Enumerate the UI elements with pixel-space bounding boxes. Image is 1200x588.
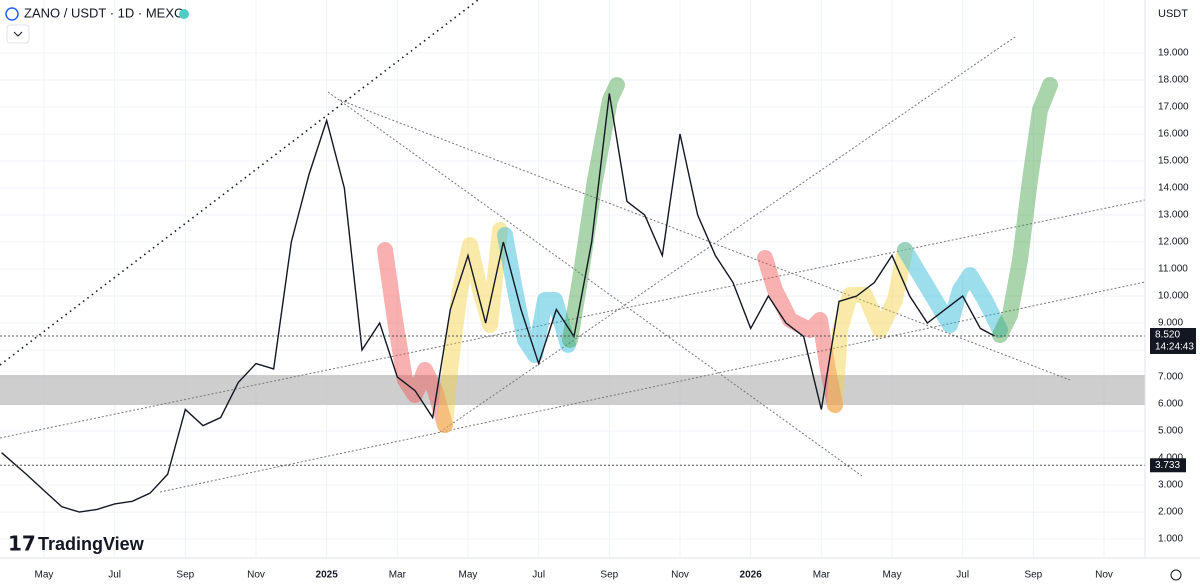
level-tag bbox=[1150, 458, 1186, 473]
y-tick-label: 15.000 bbox=[1158, 156, 1189, 167]
last-price-tag bbox=[1150, 327, 1196, 354]
y-tick-label: 7.000 bbox=[1158, 372, 1183, 383]
highlight-green bbox=[992, 77, 1058, 343]
x-tick-label: May bbox=[35, 570, 54, 581]
plot bbox=[0, 93, 1145, 513]
trend-line bbox=[0, 199, 1146, 439]
x-tick-label: Jul bbox=[532, 570, 545, 581]
trend-line bbox=[0, 0, 479, 366]
price-line bbox=[1, 93, 995, 513]
trend-line bbox=[439, 36, 1016, 433]
last-price-label: 8.520 bbox=[1155, 330, 1180, 341]
x-tick-label: Nov bbox=[671, 570, 689, 581]
x-tick-label: Nov bbox=[247, 570, 265, 581]
y-tick-label: 19.000 bbox=[1158, 48, 1189, 59]
axes: 1.0002.0003.0004.0005.0006.0007.0008.000… bbox=[35, 48, 1196, 581]
x-tick-label: Jul bbox=[108, 570, 121, 581]
trend-line bbox=[327, 91, 863, 477]
symbol-title: ZANO / USDT · 1D · MEXC bbox=[24, 5, 183, 20]
x-tick-label: Mar bbox=[813, 570, 831, 581]
trend-lines bbox=[0, 36, 1146, 493]
y-tick-label: 1.000 bbox=[1158, 534, 1183, 545]
y-tick-label: 5.000 bbox=[1158, 426, 1183, 437]
y-tick-label: 16.000 bbox=[1158, 129, 1189, 140]
highlight-green bbox=[562, 77, 625, 348]
x-tick-label: Jul bbox=[956, 570, 969, 581]
y-tick-label: 18.000 bbox=[1158, 75, 1189, 86]
brand-icon: 𝟭𝟳 bbox=[8, 533, 36, 555]
x-tick-label: May bbox=[883, 570, 902, 581]
y-tick-label: 9.000 bbox=[1158, 318, 1183, 329]
currency-label[interactable]: USDT bbox=[1158, 8, 1188, 20]
y-tick-label: 11.000 bbox=[1158, 264, 1188, 275]
x-tick-label: 2026 bbox=[740, 570, 763, 581]
x-tick-label: Sep bbox=[600, 570, 618, 581]
y-tick-label: 3.000 bbox=[1158, 480, 1183, 491]
y-tick-label: 2.000 bbox=[1158, 507, 1183, 518]
y-tick-label: 10.000 bbox=[1158, 291, 1189, 302]
x-tick-label: Mar bbox=[389, 570, 407, 581]
x-tick-label: Nov bbox=[1095, 570, 1113, 581]
y-tick-label: 17.000 bbox=[1158, 102, 1189, 113]
x-tick-label: 2025 bbox=[316, 570, 339, 581]
brand: TradingView bbox=[38, 534, 145, 554]
countdown: 14:24:43 bbox=[1155, 342, 1194, 353]
y-tick-label: 4.000 bbox=[1158, 453, 1183, 464]
level-label: 3.733 bbox=[1155, 460, 1180, 471]
y-tick-label: 13.000 bbox=[1158, 210, 1189, 221]
x-tick-label: May bbox=[459, 570, 478, 581]
y-tick-label: 14.000 bbox=[1158, 183, 1189, 194]
highlight-yellow bbox=[827, 242, 913, 413]
settings-button[interactable] bbox=[1170, 569, 1182, 581]
highlight-cyan bbox=[897, 242, 1008, 338]
support-zone bbox=[0, 375, 1145, 405]
highlight-cyan bbox=[497, 227, 576, 363]
y-tick-label: 6.000 bbox=[1158, 399, 1183, 410]
collapse-button[interactable] bbox=[6, 24, 30, 44]
chevron bbox=[13, 31, 23, 37]
x-tick-label: Sep bbox=[176, 570, 194, 581]
highlight-red bbox=[377, 242, 453, 433]
highlight-yellow bbox=[437, 222, 508, 433]
x-tick-label: Sep bbox=[1024, 570, 1042, 581]
status-dot bbox=[179, 9, 189, 19]
y-tick-label: 12.000 bbox=[1158, 237, 1189, 248]
symbol-icon bbox=[5, 7, 19, 21]
